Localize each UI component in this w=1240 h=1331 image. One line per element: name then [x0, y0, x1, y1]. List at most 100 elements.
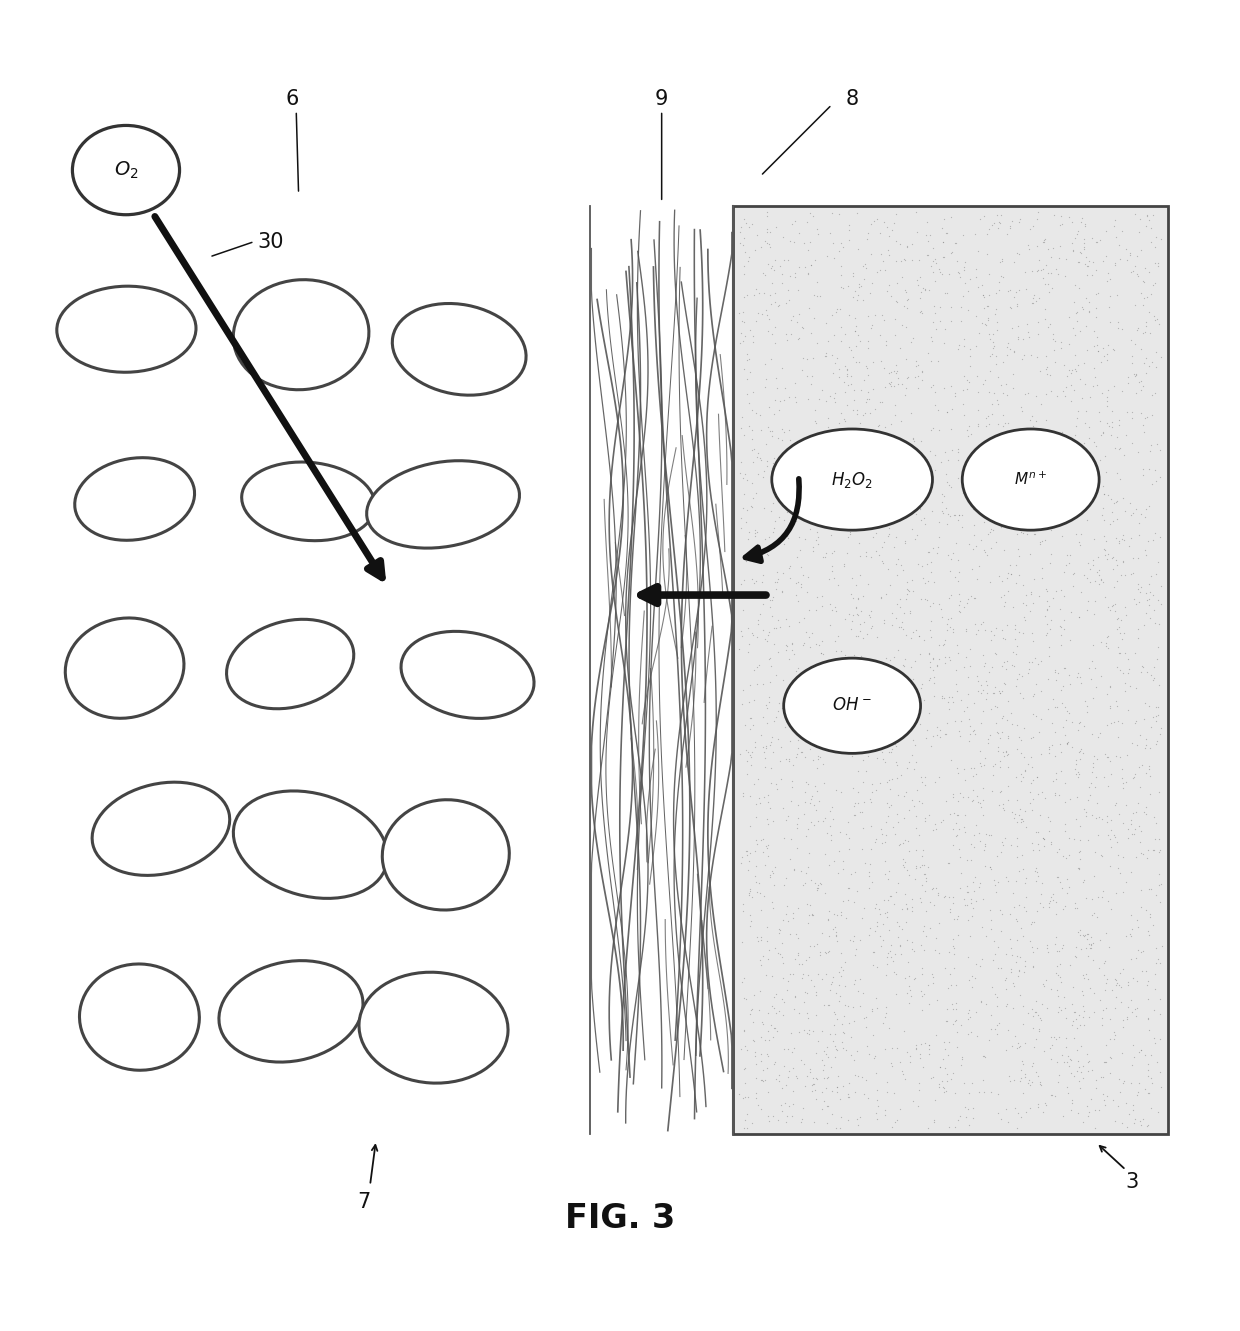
Point: [866, 920, 885, 941]
Point: [1107, 711, 1127, 732]
Point: [1069, 277, 1089, 298]
Point: [957, 1008, 977, 1029]
Point: [1038, 315, 1058, 337]
Point: [942, 892, 962, 913]
Point: [1059, 1082, 1079, 1103]
Point: [1034, 976, 1054, 997]
Point: [1038, 238, 1058, 260]
Point: [821, 973, 841, 994]
Point: [1084, 756, 1104, 777]
Point: [982, 656, 1002, 677]
Point: [785, 644, 805, 666]
Point: [942, 542, 962, 563]
Point: [1143, 1028, 1163, 1049]
Point: [1060, 954, 1080, 976]
Point: [750, 980, 770, 1001]
Point: [949, 334, 968, 355]
Point: [899, 976, 919, 997]
Point: [1140, 765, 1159, 787]
Point: [996, 968, 1016, 989]
Point: [815, 773, 835, 795]
Point: [932, 606, 952, 627]
Point: [805, 399, 825, 421]
Point: [790, 954, 810, 976]
Point: [967, 1025, 987, 1046]
Point: [789, 327, 808, 349]
Point: [1050, 966, 1070, 988]
Point: [823, 567, 843, 588]
Point: [914, 940, 934, 961]
Point: [1094, 337, 1114, 358]
Point: [904, 940, 924, 961]
Point: [875, 260, 895, 281]
Point: [878, 953, 898, 974]
Point: [1118, 699, 1138, 720]
Point: [867, 1079, 887, 1101]
Point: [825, 387, 844, 409]
Point: [1136, 1078, 1156, 1099]
Point: [1106, 986, 1126, 1008]
Point: [823, 362, 843, 383]
Point: [986, 643, 1006, 664]
Point: [826, 925, 846, 946]
Point: [898, 486, 918, 507]
Point: [1002, 474, 1022, 495]
Point: [820, 855, 839, 876]
Point: [801, 254, 821, 276]
Point: [733, 234, 753, 256]
Point: [1039, 596, 1059, 618]
Point: [904, 759, 924, 780]
Point: [755, 855, 775, 876]
Point: [955, 252, 975, 273]
Point: [888, 872, 908, 893]
Point: [910, 287, 930, 309]
Point: [1133, 656, 1153, 677]
Point: [939, 1032, 959, 1053]
Point: [895, 968, 915, 989]
Point: [882, 371, 901, 393]
Point: [923, 820, 942, 841]
Point: [903, 570, 923, 591]
Point: [1094, 422, 1114, 443]
Point: [944, 619, 963, 640]
Point: [1050, 616, 1070, 638]
Point: [835, 952, 854, 973]
Point: [823, 729, 843, 751]
Point: [1030, 361, 1050, 382]
Point: [1011, 454, 1030, 475]
Point: [1075, 433, 1095, 454]
Point: [950, 1105, 970, 1126]
Point: [1101, 751, 1121, 772]
Point: [1042, 520, 1061, 542]
Point: [808, 1030, 828, 1051]
Point: [807, 933, 827, 954]
Point: [1043, 327, 1063, 349]
Point: [1069, 662, 1089, 683]
Point: [844, 389, 864, 410]
Point: [818, 331, 838, 353]
Point: [756, 233, 776, 254]
Point: [921, 878, 941, 900]
Point: [935, 1058, 955, 1079]
Text: $O_2$: $O_2$: [114, 160, 139, 181]
Point: [823, 918, 843, 940]
Point: [885, 554, 905, 575]
Point: [1079, 417, 1099, 438]
Point: [738, 841, 758, 862]
Point: [1042, 712, 1061, 733]
Point: [1086, 284, 1106, 305]
Point: [773, 953, 792, 974]
Point: [1138, 1059, 1158, 1081]
Point: [1106, 792, 1126, 813]
Point: [1003, 469, 1023, 490]
Point: [825, 1001, 844, 1022]
Point: [1061, 390, 1081, 411]
Point: [823, 904, 843, 925]
Point: [1141, 564, 1161, 586]
Point: [844, 701, 864, 723]
Point: [1136, 347, 1156, 369]
Point: [999, 297, 1019, 318]
Point: [1114, 813, 1133, 835]
Point: [761, 349, 781, 370]
Point: [1037, 614, 1056, 635]
